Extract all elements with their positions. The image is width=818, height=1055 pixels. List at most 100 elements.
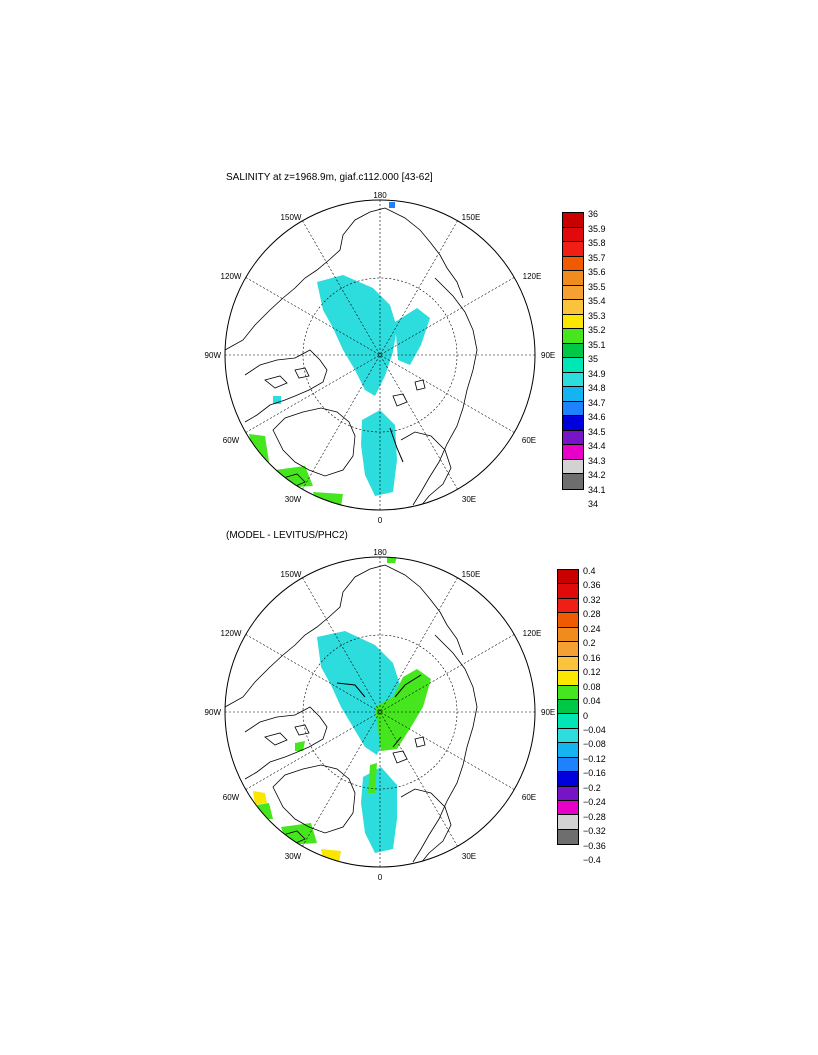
green-field-central	[375, 669, 431, 751]
colorbar-swatch	[558, 656, 578, 672]
colorbar-swatch	[563, 430, 583, 445]
colorbar-swatch	[558, 699, 578, 715]
label-150w: 150W	[281, 213, 302, 222]
label-120e: 120E	[523, 272, 542, 281]
colorbar-label: 36	[588, 209, 599, 219]
teal-field-arctic	[317, 275, 397, 396]
coastline-north-america	[225, 564, 464, 708]
label-30w: 30W	[285, 495, 302, 504]
colorbar-swatch	[563, 285, 583, 300]
panel2-title: (MODEL - LEVITUS/PHC2)	[226, 530, 348, 541]
colorbar-label: 34.8	[588, 383, 606, 393]
map-boundary	[224, 199, 536, 511]
colorbar-swatch	[558, 685, 578, 700]
colorbar-label: 0.24	[583, 623, 601, 634]
coastline-scandinavia	[400, 788, 452, 864]
colorbar-label: 35.5	[588, 281, 606, 292]
label-60e: 60E	[522, 793, 536, 802]
colorbar-label: −0.2	[583, 782, 601, 793]
label-120e: 120E	[523, 629, 542, 638]
label-150w: 150W	[281, 570, 302, 579]
colorbar-label: −0.04	[583, 724, 606, 735]
colorbar-swatch	[563, 314, 583, 329]
colorbar-label: −0.36	[583, 840, 606, 851]
label-60e: 60E	[522, 436, 536, 445]
colorbar-swatch	[563, 343, 583, 358]
colorbar-swatch	[558, 714, 578, 729]
colorbar-label: 0.28	[583, 609, 601, 620]
label-bottom: 0	[378, 516, 383, 525]
salinity-colorbar	[562, 212, 584, 490]
colorbar-label: 0.2	[583, 638, 596, 649]
graticule	[225, 557, 535, 867]
colorbar-label: 35.3	[588, 310, 606, 321]
colorbar-swatch	[563, 416, 583, 431]
colorbar-label: 35.1	[588, 339, 606, 350]
label-120w: 120W	[221, 629, 242, 638]
difference-colorbar	[557, 569, 579, 846]
colorbar-label: 35.4	[588, 296, 606, 306]
colorbar-label: 34.9	[588, 368, 606, 379]
colorbar-swatch	[563, 271, 583, 286]
teal-field-greenland-sea	[361, 410, 397, 496]
colorbar-swatch	[558, 786, 578, 801]
colorbar-label: 0.32	[583, 594, 601, 605]
colorbar-swatch	[558, 598, 578, 614]
colorbar-label: −0.4	[583, 855, 601, 865]
label-top: 180	[373, 191, 387, 200]
colorbar-swatch	[558, 829, 578, 845]
colorbar-swatch	[558, 801, 578, 816]
green-patch-baffin	[295, 741, 305, 751]
colorbar-swatch	[558, 772, 578, 787]
colorbar-label: 34.4	[588, 441, 606, 451]
colorbar-swatch	[563, 300, 583, 315]
colorbar-label: 0.4	[583, 566, 596, 576]
green-patch-labrador	[249, 434, 269, 462]
colorbar-label: −0.28	[583, 811, 606, 822]
colorbar-swatch	[558, 757, 578, 773]
coastline-canadian-archipelago	[244, 706, 328, 780]
panel1-title: SALINITY at z=1968.9m, giaf.c112.000 [43…	[226, 172, 433, 183]
map-boundary	[224, 556, 536, 868]
blue-patch-top	[389, 202, 395, 208]
colorbar-label: 0.04	[583, 696, 601, 707]
graticule	[225, 200, 535, 510]
label-left: 90W	[205, 708, 222, 717]
colorbar-swatch	[563, 474, 583, 489]
colorbar-swatch	[563, 242, 583, 257]
colorbar-label: 34.5	[588, 426, 606, 437]
colorbar-swatch	[558, 728, 578, 744]
label-top: 180	[373, 548, 387, 557]
label-120w: 120W	[221, 272, 242, 281]
colorbar-swatch	[558, 671, 578, 686]
coastline-canadian-archipelago	[244, 349, 328, 423]
coastline-greenland	[272, 764, 356, 834]
label-30e: 30E	[462, 852, 476, 861]
colorbar-label: 35.7	[588, 252, 606, 263]
colorbar-swatch	[558, 743, 578, 758]
colorbar-label: −0.08	[583, 739, 606, 750]
label-right: 90E	[541, 351, 555, 360]
green-streak	[368, 763, 377, 793]
colorbar-swatch	[558, 815, 578, 830]
colorbar-swatch	[558, 627, 578, 643]
contour-line	[389, 427, 404, 463]
colorbar-label: −0.16	[583, 768, 606, 779]
colorbar-label: −0.24	[583, 797, 606, 808]
coastline-scandinavia	[400, 431, 452, 507]
colorbar-label: 35	[588, 354, 599, 364]
colorbar-label: 0.08	[583, 681, 601, 692]
label-150e: 150E	[462, 570, 481, 579]
salinity-polar-map: 180 0 90W 90E 150W 120W 150E 120E 60W 30…	[205, 191, 556, 525]
colorbar-label: 34.3	[588, 455, 606, 466]
coastline-eurasia	[412, 634, 478, 863]
colorbar-swatch	[563, 387, 583, 402]
colorbar-swatch	[563, 227, 583, 242]
label-60w: 60W	[223, 793, 240, 802]
colorbar-label: 0.36	[583, 580, 601, 591]
label-right: 90E	[541, 708, 555, 717]
colorbar-swatch	[563, 358, 583, 373]
green-patch-top	[387, 557, 397, 563]
colorbar-label: 34	[588, 499, 599, 509]
coastline-north-america	[225, 207, 464, 351]
